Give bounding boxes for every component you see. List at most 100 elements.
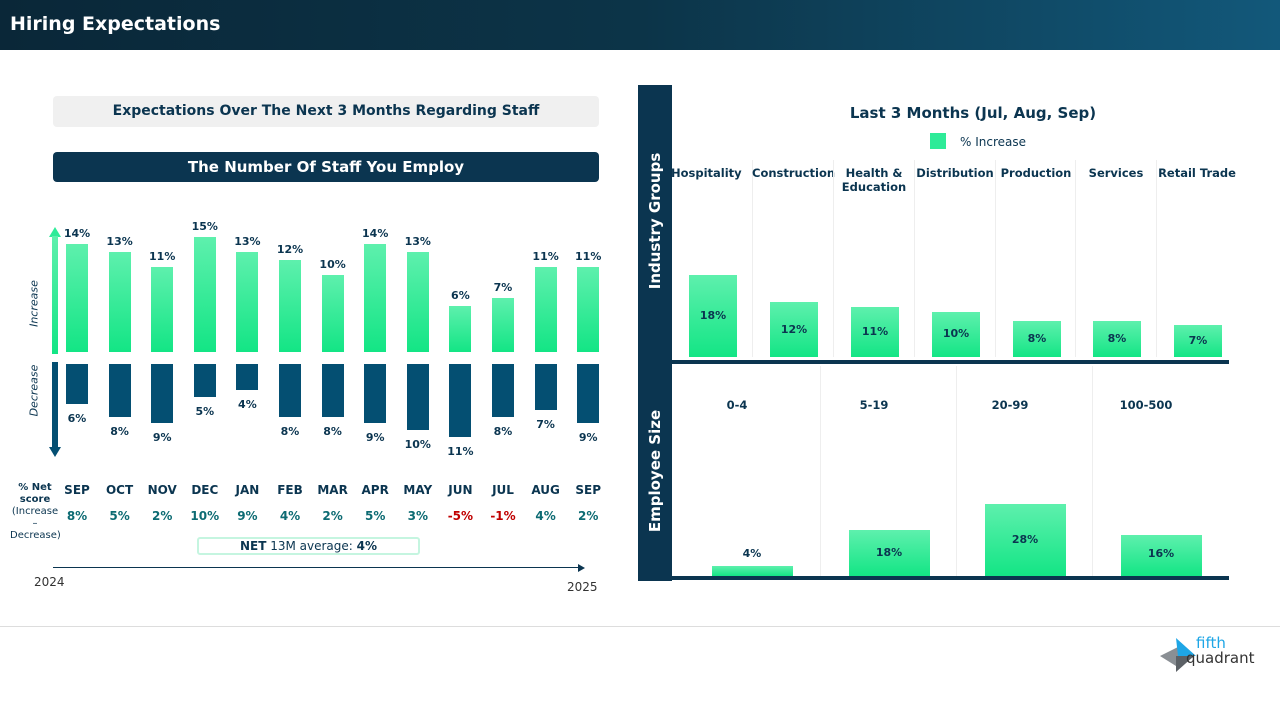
industry-bar: [689, 275, 737, 357]
avg-text: 13M average:: [266, 539, 357, 553]
page-title: Hiring Expectations: [10, 13, 221, 35]
decrease-bar: [66, 364, 88, 404]
decrease-bar: [406, 364, 429, 430]
right-chart-title: Last 3 Months (Jul, Aug, Sep): [849, 104, 1097, 122]
header-bar: Hiring Expectations: [0, 0, 1280, 50]
decrease-bar: [534, 364, 557, 411]
increase-value: 6%: [451, 288, 470, 302]
subtitle: Expectations Over The Next 3 Months Rega…: [53, 96, 599, 127]
increase-bar: [66, 244, 88, 352]
increase-bar: [193, 236, 216, 352]
industry-label: Construction: [752, 166, 836, 180]
net-label-2: score: [19, 494, 51, 505]
industry-value: 11%: [861, 324, 889, 338]
increase-value: 14%: [63, 227, 91, 241]
industry-bar: [932, 311, 980, 357]
increase-arrow-shaft: [52, 236, 58, 354]
month-label: MAY: [403, 483, 433, 497]
employee-size-value: 18%: [875, 545, 903, 559]
net-score-value: 10%: [190, 509, 220, 523]
month-label: OCT: [105, 483, 134, 497]
timeline-arrow-icon: [578, 564, 585, 572]
section-title: The Number Of Staff You Employ: [53, 152, 599, 182]
net-label-1: % Net: [18, 482, 52, 493]
column-divider: [833, 160, 834, 357]
net-score-value: 9%: [237, 509, 258, 523]
increase-bar: [108, 251, 131, 352]
increase-bar: [321, 275, 344, 352]
industry-value: 8%: [1107, 331, 1127, 345]
increase-value: 14%: [362, 227, 389, 241]
decrease-value: 5%: [195, 405, 215, 418]
industry-value: 7%: [1188, 334, 1208, 348]
increase-value: 11%: [532, 250, 559, 264]
increase-bar: [492, 298, 514, 352]
employee-size-label: 5-19: [859, 398, 889, 412]
industry-label: Production: [1000, 166, 1072, 180]
year-end: 2025: [567, 580, 598, 594]
industry-bar: [1093, 320, 1141, 357]
increase-value: 11%: [149, 250, 176, 264]
avg-prefix: NET: [239, 539, 267, 553]
decrease-bar: [108, 364, 131, 417]
increase-bar: [577, 267, 600, 352]
increase-value: 13%: [106, 234, 133, 248]
month-label: JUN: [448, 483, 473, 497]
industry-value: 12%: [780, 322, 808, 336]
net-label-3: (Increase –: [11, 506, 59, 529]
employee-size-value: 16%: [1147, 547, 1175, 560]
decrease-bar: [321, 364, 344, 417]
net-score-value: 5%: [365, 509, 386, 523]
decrease-arrow-shaft: [52, 362, 58, 448]
employee-size-label: 20-99: [991, 398, 1029, 412]
month-label: FEB: [277, 483, 303, 497]
industry-bar: [851, 306, 899, 357]
employee-size-bar: [1121, 534, 1202, 576]
decrease-value: 8%: [323, 424, 342, 438]
increase-bar: [534, 267, 557, 352]
month-label: SEP: [64, 483, 90, 497]
month-label: DEC: [191, 483, 219, 497]
column-divider: [995, 160, 996, 357]
increase-arrow-icon: [49, 227, 61, 237]
increase-bar: [406, 251, 429, 352]
industry-label: Distribution: [916, 166, 994, 180]
decrease-bar: [236, 364, 259, 391]
net-score-label: % Net score (Increase – Decrease): [10, 482, 61, 542]
month-label: MAR: [317, 483, 348, 497]
bottom-axis: [672, 576, 1229, 580]
decrease-bar: [449, 364, 472, 437]
net-score-value: -5%: [447, 509, 474, 523]
decrease-value: 8%: [493, 424, 513, 438]
industry-bar: [770, 302, 818, 357]
net-average-box: NET 13M average: 4%: [197, 537, 420, 555]
decrease-bar: [364, 364, 387, 424]
increase-value: 15%: [191, 219, 218, 233]
increase-value: 7%: [493, 281, 513, 295]
decrease-value: 8%: [110, 424, 129, 438]
decrease-value: 11%: [447, 444, 474, 458]
employee-size-bar: [712, 565, 793, 576]
decrease-bar: [279, 364, 301, 417]
year-start: 2024: [34, 575, 65, 589]
avg-value: 4%: [356, 539, 378, 553]
increase-bar: [151, 267, 174, 352]
industry-value: 10%: [942, 327, 970, 341]
legend-label: % Increase: [960, 135, 1026, 149]
decrease-value: 9%: [578, 431, 598, 445]
decrease-value: 8%: [280, 424, 300, 438]
right-panel-strip: [638, 85, 672, 581]
industry-groups-label: Industry Groups: [646, 152, 664, 290]
industry-bar: [1013, 320, 1061, 357]
decrease-value: 10%: [404, 438, 431, 451]
section-divider: [672, 360, 1229, 364]
decrease-value: 9%: [152, 431, 172, 445]
column-divider: [1156, 160, 1157, 357]
employee-size-label: 0-4: [726, 398, 748, 412]
net-score-value: 8%: [66, 509, 88, 523]
industry-label: Hospitality: [671, 166, 742, 180]
decrease-bar: [577, 364, 600, 424]
decrease-value: 7%: [536, 418, 555, 432]
employee-size-label: Employee Size: [646, 409, 664, 533]
column-divider: [914, 160, 915, 357]
